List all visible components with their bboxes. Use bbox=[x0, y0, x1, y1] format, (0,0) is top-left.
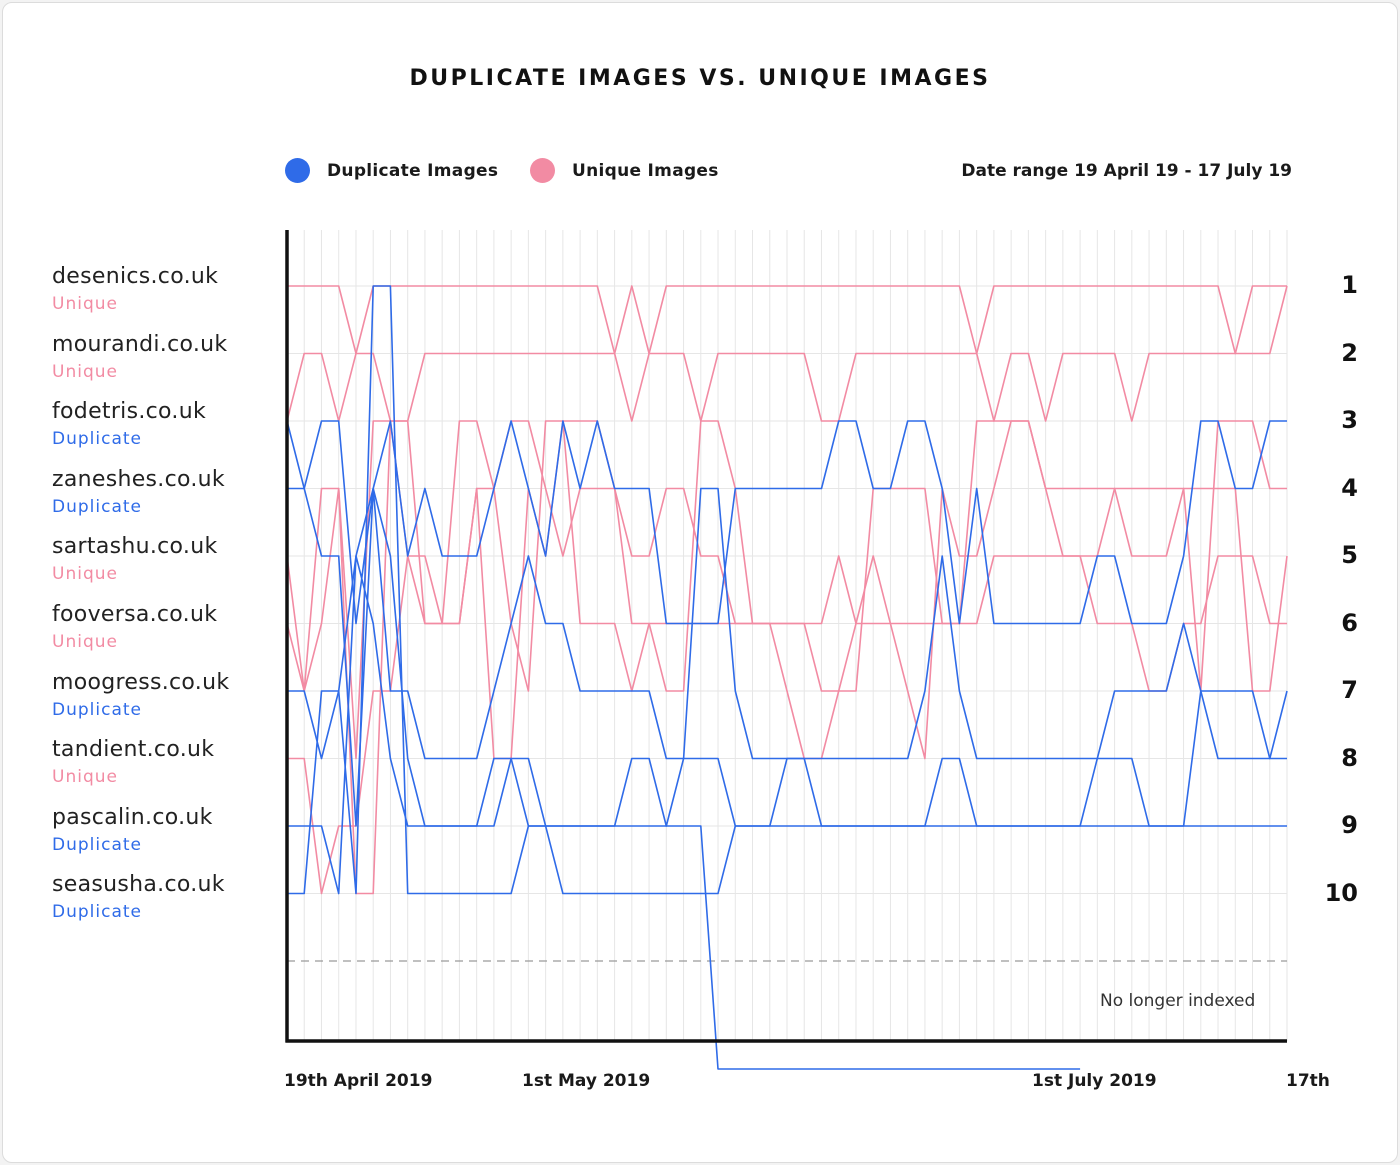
site-label-sartashu: sartashu.co.uk Unique bbox=[52, 534, 217, 584]
site-type: Duplicate bbox=[52, 902, 142, 923]
rank-label: 3 bbox=[1341, 406, 1358, 434]
rank-label: 5 bbox=[1341, 541, 1358, 569]
date-range: Date range 19 April 19 - 17 July 19 bbox=[961, 161, 1292, 181]
series-line-fooversa bbox=[286, 420, 1288, 895]
rank-label: 9 bbox=[1341, 811, 1358, 839]
series-line-pascalin bbox=[287, 487, 1081, 1070]
chart-title: DUPLICATE IMAGES VS. UNIQUE IMAGES bbox=[409, 66, 991, 91]
legend-duplicate: Duplicate Images bbox=[285, 158, 498, 183]
site-label-desenics: desenics.co.uk Unique bbox=[52, 264, 218, 314]
site-label-moogress: moogress.co.uk Duplicate bbox=[52, 670, 229, 720]
site-type: Unique bbox=[52, 767, 118, 788]
site-name: tandient.co.uk bbox=[52, 737, 215, 763]
rank-label: 8 bbox=[1341, 743, 1358, 772]
site-type: Unique bbox=[52, 361, 118, 382]
legend-unique: Unique Images bbox=[530, 158, 719, 183]
rank-label: 7 bbox=[1341, 676, 1358, 704]
series-line-tandient bbox=[287, 420, 1287, 895]
unique-dot-icon bbox=[530, 158, 555, 183]
site-label-fooversa: fooversa.co.uk Unique bbox=[52, 602, 217, 652]
rank-label: 6 bbox=[1341, 608, 1358, 637]
site-name: desenics.co.uk bbox=[52, 264, 219, 289]
site-label-tandient: tandient.co.uk Unique bbox=[52, 737, 214, 787]
rank-label: 2 bbox=[1341, 338, 1358, 367]
site-name: fooversa.co.uk bbox=[52, 602, 218, 627]
site-type: Unique bbox=[52, 294, 118, 314]
site-name: fodetris.co.uk bbox=[52, 399, 206, 425]
site-name: moogress.co.uk bbox=[52, 669, 230, 695]
x-tick-label: 1st July 2019 bbox=[1032, 1071, 1157, 1091]
x-tick-label: 19th April 2019 bbox=[284, 1071, 433, 1091]
site-type: Duplicate bbox=[52, 834, 142, 855]
site-name: seasusha.co.uk bbox=[52, 872, 225, 898]
series-line-fodetris bbox=[287, 420, 1287, 625]
site-name: mourandi.co.uk bbox=[52, 331, 228, 357]
site-label-seasusha: seasusha.co.uk Duplicate bbox=[52, 872, 225, 922]
rank-label: 1 bbox=[1341, 271, 1358, 299]
site-label-pascalin: pascalin.co.uk Duplicate bbox=[52, 805, 213, 855]
rank-label: 10 bbox=[1324, 878, 1358, 907]
site-name: zaneshes.co.uk bbox=[52, 466, 225, 492]
site-type: Duplicate bbox=[52, 699, 142, 720]
x-tick-label: 1st May 2019 bbox=[522, 1071, 651, 1091]
site-label-zaneshes: zaneshes.co.uk Duplicate bbox=[52, 467, 225, 517]
site-type: Unique bbox=[52, 632, 118, 652]
legend-duplicate-label: Duplicate Images bbox=[327, 160, 499, 181]
site-name: pascalin.co.uk bbox=[52, 804, 213, 830]
series-line-mourandi bbox=[286, 285, 1288, 422]
series-line-seasusha bbox=[287, 285, 1287, 895]
no-longer-indexed-label: No longer indexed bbox=[1100, 991, 1255, 1011]
site-name: sartashu.co.uk bbox=[52, 534, 218, 560]
site-type: Duplicate bbox=[52, 429, 142, 450]
site-type: Unique bbox=[52, 564, 118, 585]
site-label-mourandi: mourandi.co.uk Unique bbox=[52, 332, 227, 382]
duplicate-dot-icon bbox=[285, 158, 310, 183]
x-tick-label: 17th bbox=[1286, 1071, 1330, 1091]
series-line-desenics bbox=[287, 285, 1287, 355]
rank-label: 4 bbox=[1341, 473, 1358, 502]
site-type: Duplicate bbox=[52, 496, 142, 517]
site-label-fodetris: fodetris.co.uk Duplicate bbox=[52, 399, 206, 449]
legend-unique-label: Unique Images bbox=[572, 160, 719, 181]
